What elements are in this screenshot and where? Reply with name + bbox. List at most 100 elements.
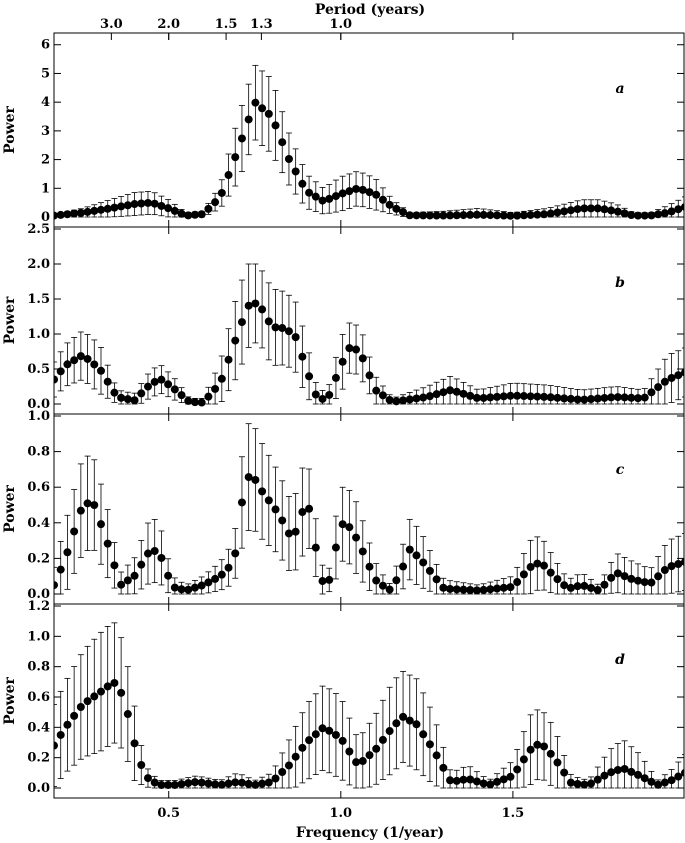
y-tick-label: 4 xyxy=(41,95,50,110)
data-point xyxy=(392,397,401,406)
data-point xyxy=(311,543,320,552)
data-point xyxy=(197,778,206,787)
data-point xyxy=(318,394,327,403)
data-point xyxy=(177,391,186,400)
data-point xyxy=(580,780,589,789)
data-point xyxy=(660,377,669,386)
x-tick-label: 1.5 xyxy=(502,806,525,821)
data-series xyxy=(54,423,684,595)
y-tick-label: 1 xyxy=(41,181,50,196)
data-point xyxy=(338,189,347,198)
data-point xyxy=(237,778,246,787)
panel-label: d xyxy=(615,652,625,668)
data-point xyxy=(634,576,643,585)
data-point xyxy=(137,761,146,770)
data-point xyxy=(110,203,119,212)
data-point xyxy=(654,572,663,581)
data-point xyxy=(70,527,79,536)
top-axis-tick-label: 1.3 xyxy=(250,17,273,32)
data-point xyxy=(405,716,414,725)
y-tick-label: 0.2 xyxy=(27,751,50,766)
data-point xyxy=(479,779,488,788)
data-point xyxy=(432,751,441,760)
data-point xyxy=(137,389,146,398)
data-point xyxy=(365,188,374,197)
data-point xyxy=(587,395,596,404)
panel-label: a xyxy=(615,81,624,97)
data-point xyxy=(533,559,542,568)
data-point xyxy=(298,352,307,361)
data-point xyxy=(110,561,119,570)
data-point xyxy=(634,394,643,403)
data-point xyxy=(164,204,173,213)
data-point xyxy=(56,210,65,219)
y-axis-title: Power xyxy=(2,296,18,344)
data-point xyxy=(620,764,629,773)
data-point xyxy=(271,774,280,783)
data-point xyxy=(237,134,246,143)
top-axis-tick-label: 3.0 xyxy=(100,17,123,32)
data-point xyxy=(425,392,434,401)
data-point xyxy=(385,727,394,736)
data-point xyxy=(593,775,602,784)
data-point xyxy=(190,398,199,407)
top-period-axis: Period (years) 3.0 2.0 1.5 1.3 1.0 xyxy=(100,2,425,40)
data-point xyxy=(634,211,643,220)
data-point xyxy=(251,475,260,484)
data-point xyxy=(123,710,132,719)
data-point xyxy=(358,757,367,766)
data-point xyxy=(184,779,193,788)
data-point xyxy=(519,392,528,401)
data-point xyxy=(432,390,441,399)
data-point xyxy=(493,777,502,786)
data-point xyxy=(311,390,320,399)
data-point xyxy=(352,758,361,767)
data-point xyxy=(264,317,273,326)
data-point xyxy=(533,392,542,401)
data-point xyxy=(345,344,354,353)
data-point xyxy=(298,179,307,188)
data-point xyxy=(197,581,206,590)
data-point xyxy=(224,563,233,572)
data-point xyxy=(76,506,85,515)
data-point xyxy=(130,739,139,748)
data-point xyxy=(157,201,166,210)
data-point xyxy=(620,393,629,402)
data-point xyxy=(493,392,502,401)
data-point xyxy=(211,780,220,789)
data-point xyxy=(607,206,616,215)
data-point xyxy=(204,392,213,401)
data-point xyxy=(76,208,85,217)
data-point xyxy=(224,779,233,788)
data-point xyxy=(224,171,233,180)
data-point xyxy=(553,758,562,767)
data-point xyxy=(513,391,522,400)
data-point xyxy=(258,104,267,113)
data-point xyxy=(318,196,327,205)
panel-frame xyxy=(53,603,685,799)
data-point xyxy=(96,366,105,375)
data-point xyxy=(667,562,676,571)
panel-c: 0.0 0.2 0.4 0.6 0.8 1.0 Power c xyxy=(2,409,685,605)
data-point xyxy=(170,780,179,789)
data-point xyxy=(674,205,683,214)
y-tick-label: 2 xyxy=(41,153,50,168)
y-tick-label: 3 xyxy=(41,124,50,139)
y-tick-label: 0.4 xyxy=(27,516,50,531)
data-point xyxy=(264,778,273,787)
y-tick-label: 1.0 xyxy=(27,409,50,424)
data-point xyxy=(170,385,179,394)
data-point xyxy=(432,211,441,220)
y-tick-label: 5 xyxy=(41,66,50,81)
data-point xyxy=(271,323,280,332)
data-point xyxy=(647,578,656,587)
data-point xyxy=(331,192,340,201)
data-point xyxy=(298,743,307,752)
data-point xyxy=(103,377,112,386)
data-series xyxy=(54,263,684,407)
data-point xyxy=(117,393,126,402)
data-point xyxy=(540,742,549,751)
y-tick-label: 0.5 xyxy=(27,362,50,377)
data-point xyxy=(647,777,656,786)
